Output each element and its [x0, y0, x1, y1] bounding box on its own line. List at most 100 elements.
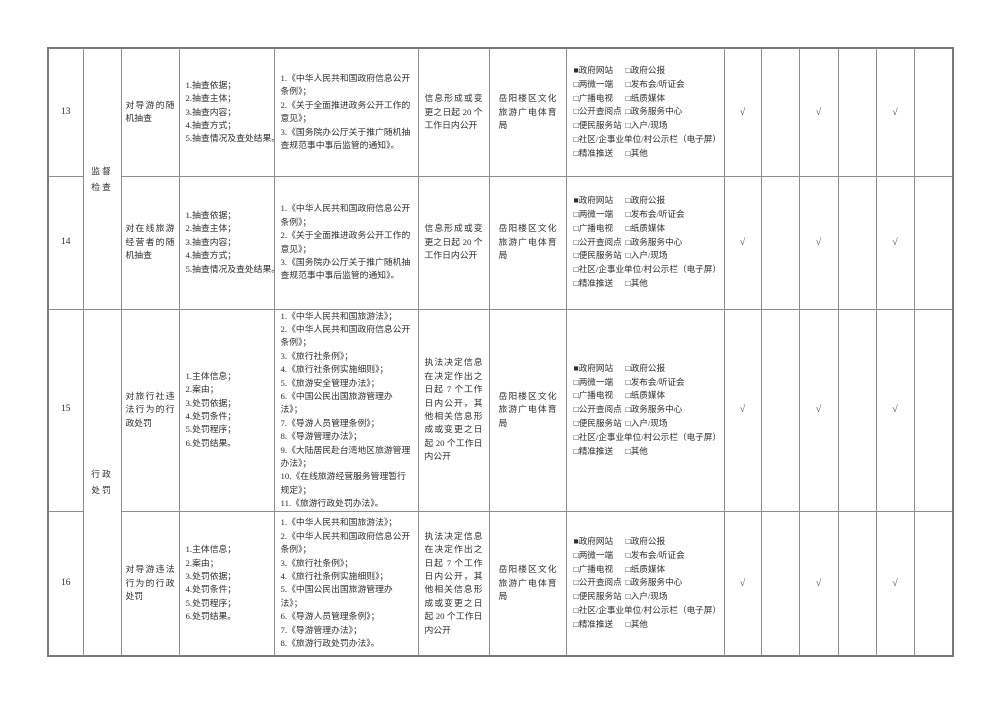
channel-line: □公开查阅点 □政务服务中心 [574, 236, 724, 250]
check-cell-1: √ [723, 175, 762, 310]
channel-line: □便民服务站 □入户/现场 [574, 119, 724, 133]
check-cell-1: √ [723, 510, 762, 657]
channel-line: □两微一端 □发布会/听证会 [574, 376, 724, 390]
table-row-13: 13 监督 检查 对导游的随机抽查 1.抽查依据； 2.抽查主体； 3.抽查内容； 4.… [47, 47, 954, 310]
text-line: 2.《关于全面推进政务公开工作的意见》； [280, 99, 411, 124]
unchecked-box-glyph: □入户/现场 [625, 591, 668, 602]
text-line: 1.《中华人民共和国政府信息公开条例》； [280, 203, 411, 227]
text-line: 2.《中华人民共和国政府信息公开条例》； [280, 530, 411, 555]
text-line: 1.抽查依据； [185, 79, 237, 90]
unchecked-box-glyph: □两微一端 [573, 376, 614, 387]
text-line: 3.处罚依据； [185, 397, 237, 408]
channel-line: □广播电视 □纸质媒体 [574, 92, 724, 106]
text-line: 4.《旅行社条例实施细则》； [280, 364, 389, 375]
unchecked-box-glyph: □社区/企事业单位/村公示栏（电子屏） [573, 605, 721, 616]
check-cell-4 [837, 47, 877, 177]
text-line: 3.《国务院办公厅关于推广随机抽查规范事中事后监管的通知》。 [280, 126, 411, 151]
text-line: 检查 [91, 181, 113, 192]
unchecked-box-glyph: □纸质媒体 [625, 390, 666, 401]
unchecked-box-glyph: □广播电视 [573, 390, 614, 401]
check-cell-5: √ [875, 175, 915, 310]
text-line: 3.抽查内容； [185, 236, 237, 247]
responsible-unit-cell: 岳阳楼区文化旅游广电体育局 [488, 510, 567, 657]
unchecked-box-glyph: □两微一端 [573, 78, 614, 89]
check-cell-4 [837, 308, 877, 512]
unchecked-box-glyph: □公开查阅点 [573, 404, 622, 415]
text-line: 监督 [91, 165, 113, 176]
category-cell-penalty: 行政 处罚 [82, 308, 122, 657]
text-line: 4.《旅行社条例实施细则》； [280, 570, 389, 581]
unchecked-box-glyph: □发布会/听证会 [625, 549, 685, 560]
checked-box-glyph: ■政府网站 [573, 536, 614, 547]
unchecked-box-glyph: □入户/现场 [625, 417, 668, 428]
text-line: 处罚 [91, 485, 113, 496]
row-number: 15 [47, 308, 84, 512]
unchecked-box-glyph: □社区/企事业单位/村公示栏（电子屏） [573, 264, 721, 275]
responsible-unit-cell: 岳阳楼区文化旅游广电体育局 [488, 308, 567, 512]
unchecked-box-glyph: □其他 [625, 618, 648, 629]
table-row-15: 15 行政 处罚 对旅行社违法行为的行政处罚 1.主体信息； 2.案由； 3.处罚依据… [47, 308, 954, 657]
unchecked-box-glyph: □广播电视 [573, 92, 614, 103]
text-line: 3.《旅行社条例》； [280, 557, 354, 568]
unchecked-box-glyph: □入户/现场 [625, 250, 668, 261]
unchecked-box-glyph: □公开查阅点 [573, 577, 622, 588]
channel-line: □广播电视 □纸质媒体 [574, 563, 724, 577]
text-line: 2.案由； [185, 384, 219, 395]
text-line: 1.主体信息； [185, 544, 237, 555]
unchecked-box-glyph: □纸质媒体 [625, 92, 666, 103]
text-line: 6.《导游人员管理条例》； [280, 611, 380, 622]
check-cell-2 [760, 308, 800, 512]
unchecked-box-glyph: □精准推送 [573, 277, 614, 288]
check-cell-4 [837, 510, 877, 657]
channel-line: □社区/企事业单位/村公示栏（电子屏） [574, 604, 724, 618]
text-line: 8.《导游管理办法》； [280, 431, 362, 442]
channels-cell: ■政府网站 □政府公报 □两微一端 □发布会/听证会 □广播电视 □纸质媒体 □公开查阅点 □… [565, 175, 725, 310]
unchecked-box-glyph: □政务服务中心 [625, 236, 683, 247]
text-line: 2.案由； [185, 557, 219, 568]
text-line: 5.《旅游安全管理办法》； [280, 377, 380, 388]
unchecked-box-glyph: □政务服务中心 [625, 404, 683, 415]
channel-line: □公开查阅点 □政务服务中心 [574, 105, 724, 119]
unchecked-box-glyph: □精准推送 [573, 618, 614, 629]
content-items-cell: 1.主体信息； 2.案由； 3.处罚依据； 4.处罚条件； 5.处罚程序； 6.处罚结果。 [178, 308, 275, 512]
text-line: 1.主体信息； [185, 370, 237, 381]
unchecked-box-glyph: □发布会/听证会 [625, 78, 685, 89]
check-cell-4 [837, 175, 877, 310]
text-line: 5.抽查情况及查处结果。 [185, 263, 274, 274]
unchecked-box-glyph: □便民服务站 [573, 250, 622, 261]
unchecked-box-glyph: □社区/企事业单位/村公示栏（电子屏） [573, 133, 721, 144]
check-cell-6 [913, 175, 954, 310]
check-cell-5: √ [875, 47, 915, 177]
legal-basis-cell: 1.《中华人民共和国旅游法》； 2.《中华人民共和国政府信息公开条例》； 3.《旅行… [273, 308, 419, 512]
text-line: 2.《关于全面推进政务公开工作的意见》； [280, 230, 411, 254]
text-line: 4.抽查方式； [185, 250, 237, 261]
check-cell-2 [760, 510, 800, 657]
checked-box-glyph: ■政府网站 [573, 362, 614, 373]
text-line: 7.《导游管理办法》； [280, 624, 362, 635]
unchecked-box-glyph: □纸质媒体 [625, 563, 666, 574]
unchecked-box-glyph: □政府公报 [625, 64, 666, 75]
unchecked-box-glyph: □公开查阅点 [573, 106, 622, 117]
channel-line: □两微一端 □发布会/听证会 [574, 208, 724, 222]
text-line: 行政 [91, 469, 113, 480]
unchecked-box-glyph: □公开查阅点 [573, 236, 622, 247]
check-cell-3: √ [798, 308, 839, 512]
text-line: 4.抽查方式； [185, 119, 237, 130]
category-cell-supervision: 监督 检查 [82, 47, 122, 310]
text-line: 1.《中华人民共和国旅游法》； [280, 310, 398, 321]
table-row-16: 16 对导游违法行为的行政处罚 1.主体信息； 2.案由； 3.处罚依据； 4.处罚条… [47, 510, 954, 657]
text-line: 2.《中华人民共和国政府信息公开条例》； [280, 323, 411, 348]
check-cell-3: √ [798, 510, 839, 657]
legal-basis-cell: 1.《中华人民共和国政府信息公开条例》； 2.《关于全面推进政务公开工作的意见》；… [273, 47, 419, 177]
channel-line: □广播电视 □纸质媒体 [574, 222, 724, 236]
text-line: 3.《旅行社条例》； [280, 350, 354, 361]
text-line: 1.抽查依据； [185, 209, 237, 220]
check-cell-6 [913, 47, 954, 177]
unchecked-box-glyph: □广播电视 [573, 222, 614, 233]
channels-cell: ■政府网站 □政府公报 □两微一端 □发布会/听证会 □广播电视 □纸质媒体 □公开查阅点 □… [565, 308, 725, 512]
channel-line: □精准推送 □其他 [574, 618, 724, 632]
responsible-unit-cell: 岳阳楼区文化旅游广电体育局 [488, 47, 567, 177]
check-cell-1: √ [723, 47, 762, 177]
channel-line: □两微一端 □发布会/听证会 [574, 549, 724, 563]
